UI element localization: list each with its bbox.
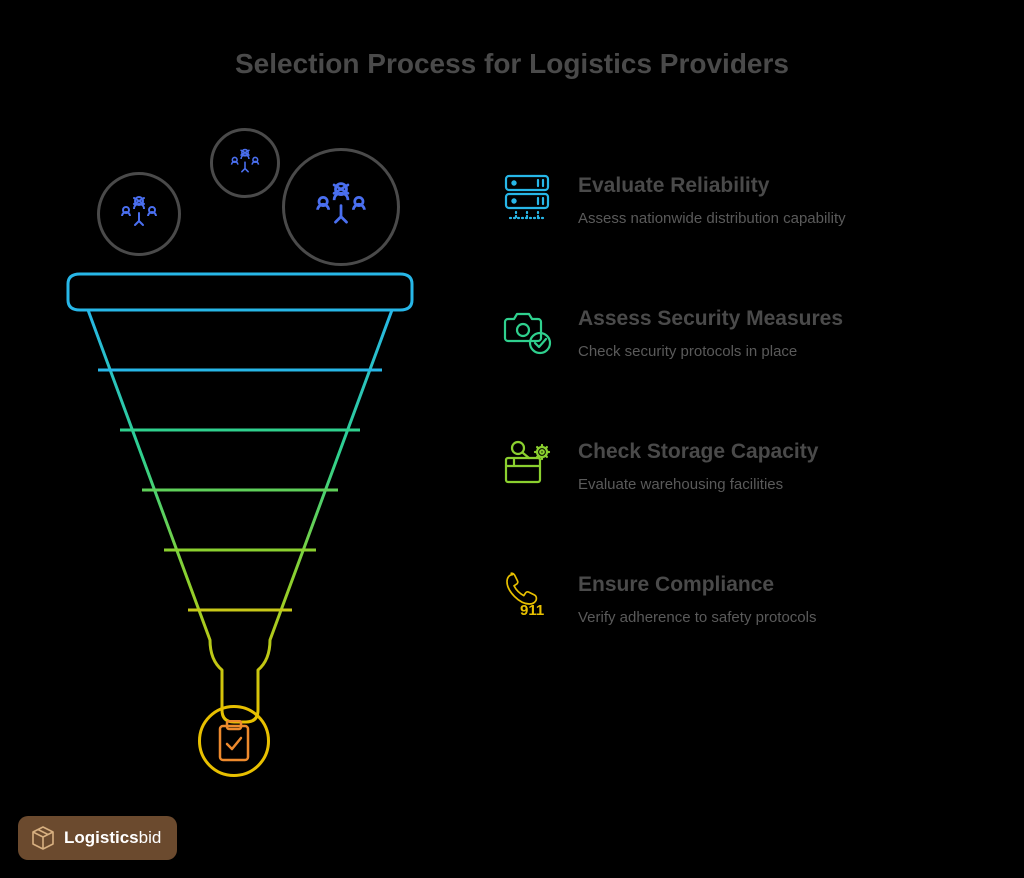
step-3-desc: Evaluate warehousing facilities: [578, 476, 818, 493]
step-4-title: Ensure Compliance: [578, 573, 816, 597]
step-1-title: Evaluate Reliability: [578, 174, 846, 198]
people-select-icon: [308, 174, 374, 240]
svg-text:911: 911: [520, 602, 544, 619]
box-icon: [30, 825, 56, 851]
content-row: Evaluate Reliability Assess nationwide d…: [0, 120, 1024, 800]
logo-badge: Logisticsbid: [18, 816, 177, 860]
step-2: Assess Security Measures Check security …: [500, 303, 1024, 360]
people-select-icon: [226, 144, 264, 182]
funnel-shape: [60, 270, 420, 730]
step-3: Check Storage Capacity Evaluate warehous…: [500, 436, 1024, 493]
camera-check-icon: [500, 303, 554, 357]
phone-911-icon: 911: [500, 569, 554, 623]
clipboard-check-icon: [216, 720, 252, 762]
logo-text: Logisticsbid: [64, 828, 161, 848]
input-circle-3: [282, 148, 400, 266]
step-2-title: Assess Security Measures: [578, 307, 843, 331]
page-title: Selection Process for Logistics Provider…: [0, 0, 1024, 80]
result-circle: [198, 705, 270, 777]
step-1: Evaluate Reliability Assess nationwide d…: [500, 170, 1024, 227]
step-4-desc: Verify adherence to safety protocols: [578, 609, 816, 626]
step-4: 911 Ensure Compliance Verify adherence t…: [500, 569, 1024, 626]
people-select-icon: [115, 190, 163, 238]
step-2-desc: Check security protocols in place: [578, 343, 843, 360]
step-3-title: Check Storage Capacity: [578, 440, 818, 464]
funnel-panel: [0, 120, 480, 800]
step-1-desc: Assess nationwide distribution capabilit…: [578, 210, 846, 227]
input-circle-2: [210, 128, 280, 198]
server-icon: [500, 170, 554, 224]
steps-panel: Evaluate Reliability Assess nationwide d…: [480, 120, 1024, 800]
box-search-icon: [500, 436, 554, 490]
input-circle-1: [97, 172, 181, 256]
